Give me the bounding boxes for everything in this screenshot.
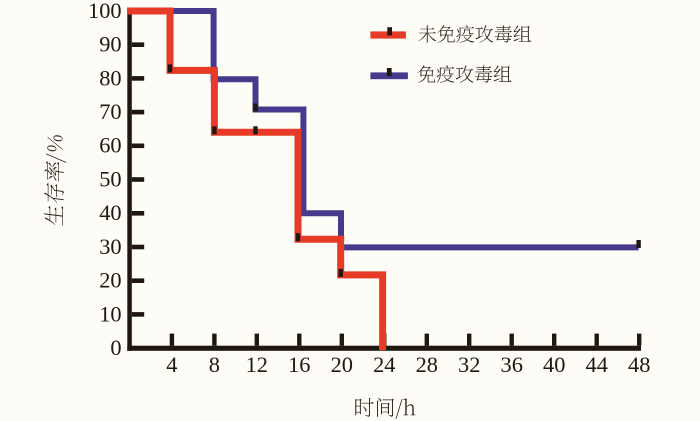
svg-text:16: 16	[288, 352, 310, 377]
svg-text:48: 48	[628, 352, 650, 377]
svg-text:44: 44	[586, 352, 608, 377]
svg-text:0: 0	[110, 335, 121, 360]
svg-text:8: 8	[209, 352, 220, 377]
svg-text:30: 30	[99, 234, 121, 259]
svg-text:28: 28	[416, 352, 438, 377]
svg-text:50: 50	[99, 166, 121, 191]
svg-text:24: 24	[373, 352, 395, 377]
svg-text:20: 20	[99, 268, 121, 293]
svg-text:20: 20	[331, 352, 353, 377]
svg-text:10: 10	[99, 301, 121, 326]
svg-text:70: 70	[99, 99, 121, 124]
svg-text:80: 80	[99, 65, 121, 90]
svg-text:60: 60	[99, 133, 121, 158]
svg-text:40: 40	[543, 352, 565, 377]
svg-text:40: 40	[99, 200, 121, 225]
svg-text:100: 100	[88, 0, 122, 23]
svg-text:90: 90	[99, 32, 121, 57]
svg-text:12: 12	[246, 352, 268, 377]
svg-text:36: 36	[501, 352, 523, 377]
svg-text:4: 4	[166, 352, 177, 377]
svg-text:32: 32	[458, 352, 480, 377]
